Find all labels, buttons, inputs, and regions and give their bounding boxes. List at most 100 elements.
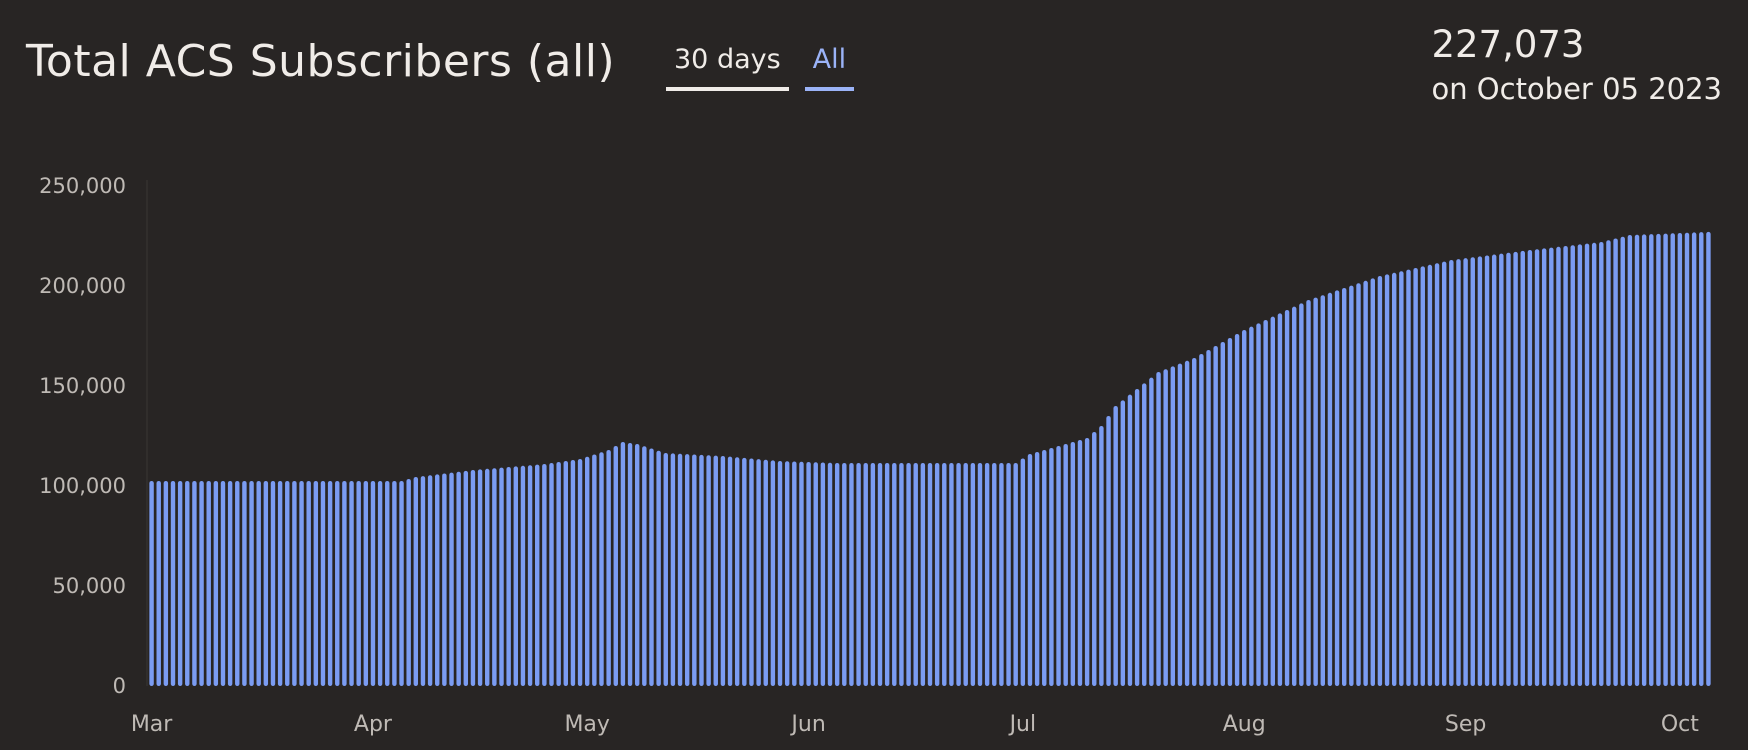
bar[interactable]	[1113, 406, 1118, 686]
bar[interactable]	[713, 455, 718, 687]
bar[interactable]	[349, 481, 354, 686]
bar[interactable]	[1356, 283, 1361, 686]
bar[interactable]	[406, 479, 411, 686]
bar[interactable]	[1163, 369, 1168, 686]
bar[interactable]	[449, 472, 454, 687]
bar[interactable]	[1349, 285, 1354, 686]
bar[interactable]	[1042, 450, 1047, 686]
bar[interactable]	[1534, 249, 1540, 686]
bar[interactable]	[242, 481, 247, 686]
bar[interactable]	[599, 452, 604, 686]
bar[interactable]	[806, 462, 811, 686]
bar[interactable]	[492, 468, 497, 686]
bar[interactable]	[1613, 238, 1618, 687]
bar[interactable]	[342, 481, 347, 686]
bar[interactable]	[934, 463, 940, 686]
bar[interactable]	[399, 481, 404, 686]
bar[interactable]	[1070, 442, 1076, 686]
bar[interactable]	[477, 469, 483, 686]
bar[interactable]	[592, 454, 597, 687]
bar[interactable]	[842, 463, 847, 686]
bar[interactable]	[1292, 306, 1297, 686]
bar[interactable]	[1084, 438, 1090, 686]
bar[interactable]	[1377, 276, 1383, 686]
bar[interactable]	[1513, 251, 1518, 686]
bar[interactable]	[427, 475, 433, 686]
bar[interactable]	[356, 481, 361, 686]
bar[interactable]	[720, 456, 726, 686]
bar[interactable]	[706, 455, 711, 686]
bar[interactable]	[1049, 448, 1054, 686]
bar[interactable]	[1563, 246, 1568, 686]
bar[interactable]	[1184, 360, 1190, 686]
bar[interactable]	[235, 481, 240, 686]
bar[interactable]	[392, 481, 397, 686]
bar[interactable]	[249, 481, 254, 686]
bar[interactable]	[156, 481, 161, 686]
bar[interactable]	[442, 473, 447, 687]
bar[interactable]	[363, 481, 369, 686]
bar[interactable]	[1577, 244, 1583, 686]
bar[interactable]	[1027, 454, 1033, 686]
bar[interactable]	[170, 481, 176, 686]
bar[interactable]	[220, 481, 226, 686]
bar[interactable]	[1641, 234, 1647, 686]
bar[interactable]	[1620, 236, 1625, 686]
bar[interactable]	[920, 463, 926, 686]
bar[interactable]	[849, 463, 854, 686]
bar[interactable]	[770, 460, 776, 687]
bar[interactable]	[620, 442, 626, 686]
bar[interactable]	[1506, 252, 1511, 687]
bar[interactable]	[1277, 313, 1283, 686]
bar[interactable]	[163, 481, 169, 686]
bar[interactable]	[1063, 444, 1068, 686]
bar[interactable]	[1449, 260, 1454, 686]
bar[interactable]	[420, 476, 426, 687]
bar[interactable]	[1706, 231, 1711, 686]
bar[interactable]	[1149, 377, 1154, 686]
bar[interactable]	[1242, 330, 1247, 686]
bar[interactable]	[313, 481, 319, 686]
bar[interactable]	[470, 470, 476, 686]
bar[interactable]	[1391, 272, 1397, 686]
bar[interactable]	[1541, 248, 1547, 686]
bar[interactable]	[1606, 240, 1611, 686]
bar[interactable]	[1099, 426, 1104, 686]
bar[interactable]	[792, 461, 797, 687]
tab-30-days[interactable]: 30 days	[666, 44, 789, 91]
bar[interactable]	[1634, 234, 1640, 686]
bar[interactable]	[1656, 233, 1661, 687]
bar[interactable]	[527, 465, 533, 686]
bar[interactable]	[1034, 452, 1040, 686]
bar[interactable]	[1156, 372, 1161, 686]
bar[interactable]	[542, 464, 547, 686]
bar[interactable]	[299, 481, 304, 686]
bar[interactable]	[1549, 247, 1554, 686]
bar[interactable]	[256, 481, 261, 686]
bar[interactable]	[684, 454, 690, 687]
bar[interactable]	[192, 481, 197, 686]
bar[interactable]	[1384, 274, 1390, 686]
bar[interactable]	[1456, 259, 1461, 686]
bar[interactable]	[1591, 242, 1597, 687]
bar[interactable]	[777, 461, 783, 686]
bar[interactable]	[1584, 243, 1590, 686]
bar[interactable]	[185, 481, 190, 686]
bar[interactable]	[1527, 250, 1533, 686]
bar[interactable]	[1177, 363, 1183, 686]
bar[interactable]	[606, 450, 611, 686]
bar[interactable]	[1227, 338, 1233, 686]
bar[interactable]	[692, 454, 697, 687]
bar[interactable]	[1134, 389, 1140, 686]
bar[interactable]	[1256, 323, 1261, 686]
bar[interactable]	[520, 465, 526, 686]
bar[interactable]	[649, 448, 654, 687]
bar[interactable]	[320, 481, 326, 686]
bar[interactable]	[1320, 295, 1325, 686]
bar[interactable]	[335, 481, 340, 686]
bar[interactable]	[1677, 233, 1683, 686]
bar[interactable]	[306, 481, 311, 686]
bar[interactable]	[827, 462, 833, 686]
bar[interactable]	[385, 481, 390, 686]
bar[interactable]	[206, 481, 211, 686]
